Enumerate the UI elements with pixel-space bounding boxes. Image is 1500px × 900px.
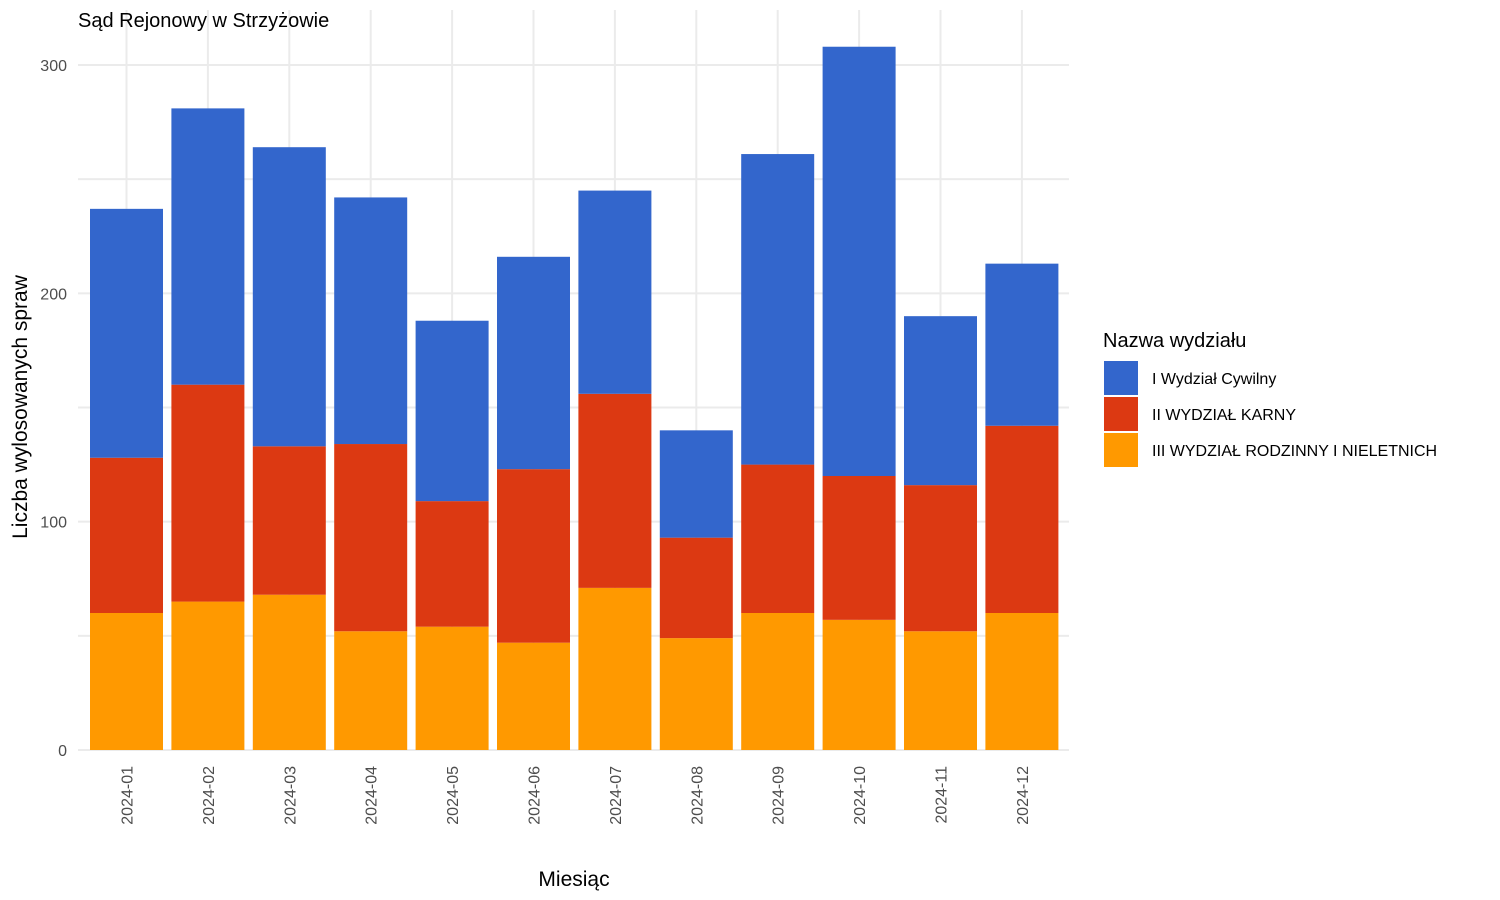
- bar-segment: [90, 613, 163, 750]
- bar-stack-2024-08: [659, 430, 733, 750]
- bar-stack-2024-12: [985, 263, 1059, 750]
- bar-segment: [904, 316, 977, 486]
- bar-stack-2024-11: [904, 316, 977, 750]
- bar-stack-2024-05: [415, 320, 489, 750]
- x-tick-label: 2024-02: [201, 766, 218, 825]
- bar-segment: [822, 46, 896, 476]
- bar-stack-2024-03: [252, 147, 326, 750]
- x-tick-label: 2024-04: [364, 766, 381, 825]
- bar-segment: [741, 154, 815, 465]
- bar-segment: [822, 476, 896, 620]
- bar-segment: [904, 485, 977, 632]
- bar-segment: [334, 444, 408, 632]
- legend-swatch: [1104, 397, 1138, 431]
- bar-segment: [334, 631, 408, 750]
- bar-stack-2024-09: [741, 154, 815, 750]
- y-axis-ticks: 0 100 200 300: [40, 58, 67, 760]
- x-tick-label: 2024-03: [282, 766, 299, 825]
- x-tick-label: 2024-12: [1015, 766, 1032, 825]
- bar-segment: [171, 108, 245, 385]
- bar-segment: [578, 587, 652, 750]
- bar-stack-2024-07: [578, 190, 652, 750]
- legend-label: II WYDZIAŁ KARNY: [1152, 407, 1296, 424]
- legend-label: I Wydział Cywilny: [1152, 371, 1276, 388]
- bar-segment: [904, 631, 977, 750]
- bar-segment: [415, 320, 489, 502]
- x-tick-label: 2024-01: [120, 766, 137, 825]
- bar-segment: [252, 594, 326, 750]
- bar-segment: [497, 642, 570, 750]
- bar-segment: [741, 464, 815, 613]
- bar-segment: [741, 613, 815, 750]
- legend-swatch: [1104, 361, 1138, 395]
- x-tick-label: 2024-09: [771, 766, 788, 825]
- y-tick-label: 300: [40, 58, 67, 75]
- x-axis-title: Miesiąc: [538, 868, 609, 891]
- bar-segment: [659, 430, 733, 538]
- bar-segment: [334, 197, 408, 445]
- bar-segment: [578, 190, 652, 394]
- bar-segment: [171, 601, 245, 750]
- bar-segment: [578, 393, 652, 588]
- y-tick-label: 100: [40, 515, 67, 532]
- y-axis-title: Liczba wylosowanych spraw: [9, 274, 32, 539]
- x-tick-label: 2024-11: [934, 766, 951, 824]
- legend: Nazwa wydziału I Wydział Cywilny II WYDZI…: [1103, 330, 1437, 467]
- x-tick-label: 2024-05: [445, 766, 462, 825]
- bar-stack-2024-04: [334, 197, 408, 750]
- legend-swatch: [1104, 433, 1138, 467]
- bar-segment: [659, 638, 733, 750]
- bar-segment: [822, 619, 896, 750]
- bar-segment: [497, 469, 570, 643]
- bar-segment: [171, 384, 245, 602]
- x-tick-label: 2024-07: [608, 766, 625, 825]
- bar-segment: [252, 446, 326, 595]
- bar-stack-2024-06: [497, 256, 570, 750]
- bar-stack-2024-10: [822, 46, 896, 750]
- legend-label: III WYDZIAŁ RODZINNY I NIELETNICH: [1152, 443, 1437, 460]
- bar-segment: [415, 626, 489, 750]
- bar-segment: [252, 147, 326, 447]
- y-tick-label: 0: [58, 743, 67, 760]
- bar-segment: [497, 256, 570, 470]
- bar-stack-2024-02: [171, 108, 245, 750]
- x-axis-ticks: 2024-01 2024-02 2024-03 2024-04 2024-05 2024-…: [120, 766, 1032, 825]
- bars: [90, 46, 1059, 750]
- chart-title: Sąd Rejonowy w Strzyżowie: [78, 10, 329, 32]
- legend-title: Nazwa wydziału: [1103, 330, 1246, 352]
- bar-segment: [90, 208, 163, 458]
- bar-segment: [659, 537, 733, 639]
- bar-segment: [985, 263, 1059, 426]
- legend-items: I Wydział Cywilny II WYDZIAŁ KARNY III WYD…: [1104, 361, 1437, 467]
- x-tick-label: 2024-08: [689, 766, 706, 825]
- bar-segment: [985, 425, 1059, 613]
- bar-stack-2024-01: [90, 208, 163, 750]
- bar-segment: [415, 501, 489, 627]
- x-tick-label: 2024-10: [852, 766, 869, 825]
- bar-segment: [90, 457, 163, 613]
- x-tick-label: 2024-06: [527, 766, 544, 825]
- bar-segment: [985, 613, 1059, 750]
- y-tick-label: 200: [40, 286, 67, 303]
